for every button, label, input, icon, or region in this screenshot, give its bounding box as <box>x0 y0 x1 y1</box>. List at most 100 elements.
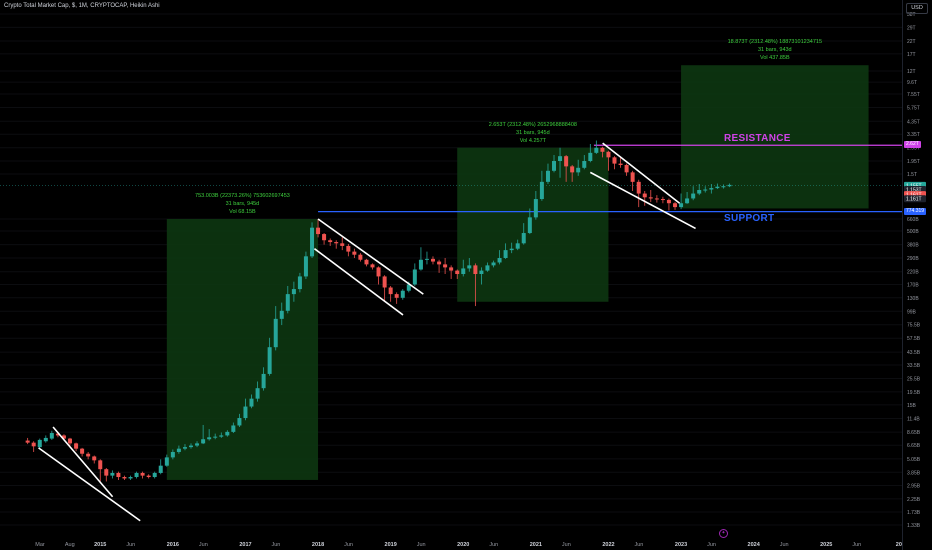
price-axis-label: 2.25B <box>907 497 921 503</box>
candle-body <box>394 294 399 298</box>
measure-box-label: 2.653T (2312.48%) 2652968888408 31 bars, … <box>489 121 577 145</box>
candle-body <box>261 373 266 389</box>
candle-body <box>237 418 242 426</box>
candle-body <box>213 436 218 438</box>
candle-body <box>509 248 514 251</box>
candle-body <box>636 181 641 194</box>
candle-body <box>37 439 42 448</box>
price-axis-label: 12T <box>907 69 916 75</box>
time-axis-label: 2020 <box>457 542 469 548</box>
price-tag-label: 1.153T <box>906 188 922 194</box>
price-axis-label: 9.6T <box>907 80 917 86</box>
measure-box-label-line: 31 bars, 943d <box>757 47 792 54</box>
candle-body <box>340 243 345 246</box>
price-axis-label: 170B <box>907 282 919 288</box>
candle-body <box>430 258 435 262</box>
time-axis-label: Jun <box>272 542 281 548</box>
candle-body <box>249 398 254 407</box>
candle-body <box>455 270 460 275</box>
currency-button[interactable]: USD <box>906 3 928 14</box>
time-axis-label: 2018 <box>312 542 324 548</box>
candle-body <box>279 310 284 319</box>
price-axis-label: 22T <box>907 39 916 45</box>
candle-body <box>539 181 544 200</box>
candle-body <box>273 318 278 348</box>
candle-body <box>660 199 665 201</box>
candle-body <box>303 256 308 277</box>
candle-body <box>382 276 387 288</box>
candle-body <box>491 262 496 266</box>
candle-body <box>594 147 599 153</box>
price-axis-label: 6.65B <box>907 443 921 449</box>
price-axis-label: 5.75T <box>907 105 920 111</box>
candle-body <box>673 203 678 208</box>
price-axis-label: 11.4B <box>907 416 920 422</box>
time-axis-label: Jun <box>562 542 571 548</box>
price-axis-label: 500B <box>907 229 919 235</box>
candle-body <box>80 448 85 454</box>
level-axis-tag: 774.319 <box>904 207 927 215</box>
candle-body <box>110 472 115 476</box>
candle-body <box>576 167 581 173</box>
price-axis-label: 3.85B <box>907 470 921 476</box>
time-axis-label: 2016 <box>167 542 179 548</box>
candle-body <box>606 151 611 158</box>
price-axis-label: 7.55T <box>907 92 920 98</box>
candle-body <box>219 435 224 437</box>
candle-body <box>291 289 296 295</box>
candle-body <box>285 294 290 311</box>
candle-body <box>189 445 194 448</box>
price-axis-label: 57.5B <box>907 336 921 342</box>
price-axis-label: 33.5B <box>907 363 921 369</box>
time-axis-label: Mar <box>35 542 45 548</box>
candle-body <box>485 265 490 271</box>
candle-body <box>533 199 538 218</box>
time-axis-label: 2017 <box>239 542 251 548</box>
channel-line <box>602 142 681 204</box>
measure-box-label-line: Vol 437.85B <box>759 55 790 62</box>
candle-body <box>685 198 690 204</box>
candle-body <box>134 472 139 478</box>
candle-body <box>467 265 472 269</box>
measure-box <box>457 147 609 302</box>
candle-body <box>146 475 151 478</box>
candle-body <box>370 264 375 268</box>
price-axis-label: 38T <box>907 12 916 18</box>
candle-body <box>176 448 181 452</box>
price-axis-label: 380B <box>907 243 919 249</box>
price-axis-label: 2.55T <box>907 146 920 152</box>
candle-body <box>624 164 629 173</box>
candle-body <box>140 472 145 476</box>
price-axis-label: 130B <box>907 296 919 302</box>
price-axis-label: 1.5T <box>907 172 917 178</box>
candle-body <box>346 245 351 252</box>
candle-body <box>497 258 502 263</box>
measure-box <box>681 65 869 209</box>
tradingview-logo-icon[interactable]: ✦ <box>719 529 728 538</box>
candle-body <box>697 190 702 194</box>
time-axis-label: 20 <box>896 542 902 548</box>
measure-box-label: 18.873T (2312.48%) 18873101234715 31 bars… <box>728 38 822 62</box>
candle-body <box>195 443 200 446</box>
measure-box-label-line: 753.003B (22373.26%) 753602697453 <box>195 193 290 199</box>
candle-body <box>122 477 127 479</box>
candle-body <box>376 267 381 277</box>
candle-body <box>666 199 671 204</box>
candle-body <box>443 264 448 268</box>
candle-body <box>527 217 532 234</box>
price-axis-label: 99B <box>907 309 917 315</box>
price-axis-label: 1.73B <box>907 510 921 516</box>
candle-body <box>182 447 187 449</box>
price-axis-label: 75.5B <box>907 323 921 329</box>
time-axis-label: 2023 <box>675 542 687 548</box>
price-axis-label: 1.33B <box>907 523 921 529</box>
candle-body <box>654 198 659 200</box>
candle-body <box>31 442 36 447</box>
candle-body <box>225 431 230 436</box>
candle-body <box>570 166 575 173</box>
candle-body <box>352 251 357 255</box>
candle-body <box>207 437 212 440</box>
price-axis-label: 5.05B <box>907 457 921 463</box>
